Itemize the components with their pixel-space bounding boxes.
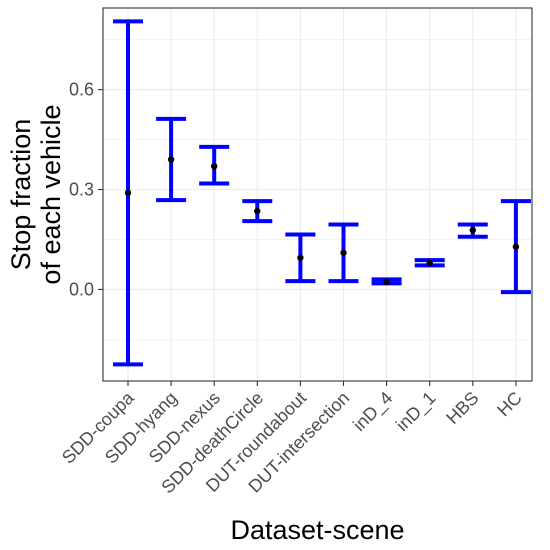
- mean-point-DUT-intersection: [340, 249, 347, 256]
- mean-point-SDD-deathCircle: [254, 207, 261, 215]
- mean-point-DUT-roundabout: [297, 254, 304, 261]
- errorbars: [113, 19, 531, 367]
- panel-border: [102, 7, 533, 382]
- x-axis-title: Dataset-scene: [230, 515, 404, 545]
- x-axis-ticks: SDD-coupaSDD-hyangSDD-nexusSDD-deathCirc…: [58, 381, 526, 497]
- mean-point-inD_4: [383, 278, 390, 286]
- x-tick-label-inD_1: inD_1: [392, 388, 440, 436]
- mean-point-SDD-nexus: [211, 162, 218, 170]
- mean-point-inD_1: [426, 259, 433, 266]
- mean-point-SDD-coupa: [124, 189, 132, 197]
- y-axis-ticks: 0.0 0.3 0.6: [69, 80, 103, 299]
- x-tick-label-inD_4: inD_4: [349, 388, 397, 436]
- grid-major: [103, 8, 532, 381]
- grid-minor: [103, 39, 532, 340]
- mean-points: [124, 156, 520, 286]
- x-tick-label-HBS: HBS: [442, 388, 482, 428]
- mean-point-HBS: [469, 226, 476, 234]
- y-tick-label: 0.6: [69, 80, 94, 100]
- y-axis-title-line-1: Stop fraction: [6, 119, 36, 271]
- y-tick-label: 0.0: [69, 279, 94, 299]
- mean-point-SDD-hyang: [167, 156, 175, 163]
- mean-point-HC: [512, 243, 520, 250]
- x-tick-label-HC: HC: [493, 388, 526, 421]
- y-axis-title-line-2: of each vehicle: [36, 104, 66, 284]
- y-tick-label: 0.3: [69, 180, 94, 200]
